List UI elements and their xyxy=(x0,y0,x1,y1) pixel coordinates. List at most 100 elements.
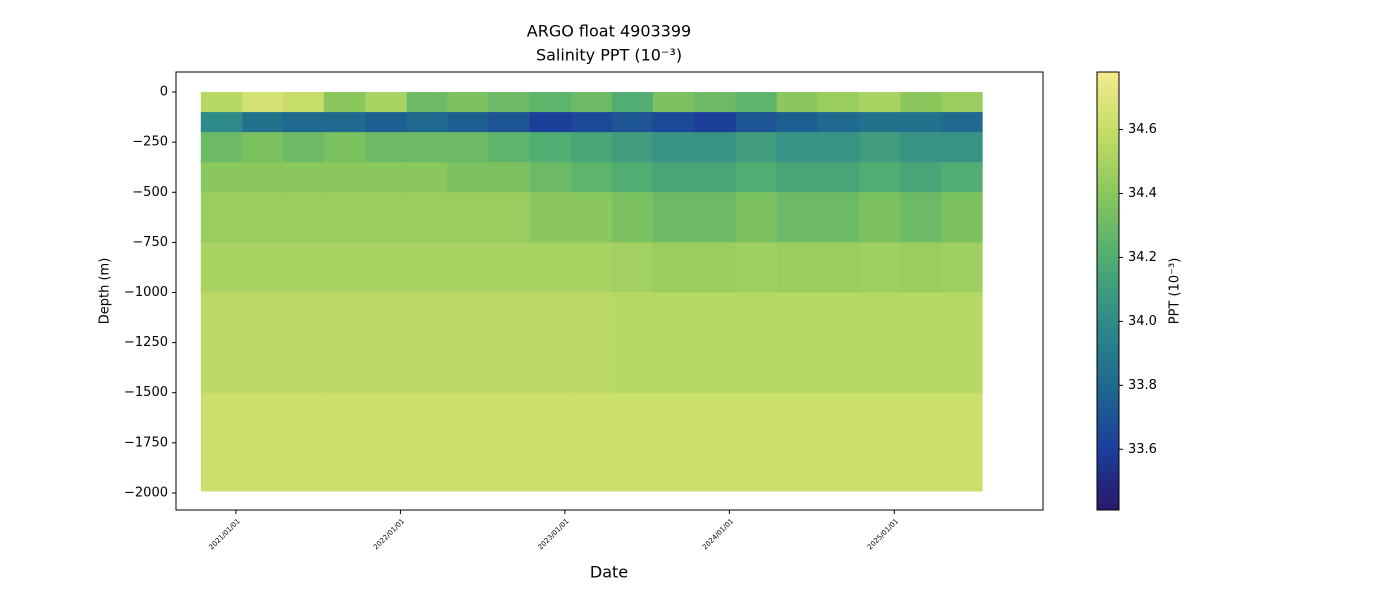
colorbar-tick-label: 33.6 xyxy=(1128,442,1157,457)
heatmap-cell xyxy=(694,92,737,113)
heatmap-cell xyxy=(776,92,819,113)
heatmap-cell xyxy=(571,112,613,133)
y-tick-label: −500 xyxy=(132,185,168,200)
heatmap-cell xyxy=(488,162,531,193)
heatmap-cell xyxy=(488,392,531,492)
heatmap-cell xyxy=(447,192,489,243)
heatmap-cell xyxy=(652,242,695,294)
heatmap-cell xyxy=(529,292,572,394)
heatmap-cell xyxy=(529,392,572,492)
heatmap-cell xyxy=(735,242,778,294)
heatmap-cell xyxy=(571,192,613,243)
heatmap-cell xyxy=(282,292,325,394)
heatmap-cell xyxy=(652,292,695,394)
heatmap-cell xyxy=(776,112,819,133)
heatmap-cell xyxy=(406,292,448,394)
heatmap-cell xyxy=(282,162,325,193)
heatmap-cell xyxy=(611,192,654,243)
heatmap-cell xyxy=(282,92,325,113)
heatmap-cell xyxy=(323,132,366,163)
heatmap-cell xyxy=(817,162,860,193)
heatmap-cell xyxy=(447,92,489,113)
heatmap-cell xyxy=(242,192,284,243)
heatmap-cell xyxy=(242,292,284,394)
heatmap-cell xyxy=(859,92,902,113)
heatmap-cell xyxy=(529,92,572,113)
colorbar-tick-label: 34.6 xyxy=(1128,122,1157,137)
x-tick-label: 2021/01/01 xyxy=(208,517,242,551)
heatmap-cell xyxy=(611,242,654,294)
y-tick-label: −2000 xyxy=(124,485,168,500)
heatmap-cell xyxy=(242,392,284,492)
heatmap-cell xyxy=(571,92,613,113)
heatmap-cell xyxy=(447,292,489,394)
heatmap-cell xyxy=(694,132,737,163)
heatmap-cell xyxy=(694,242,737,294)
heatmap-cell xyxy=(694,162,737,193)
heatmap-cell xyxy=(859,242,902,294)
heatmap-cell xyxy=(242,132,284,163)
heatmap-cell xyxy=(571,162,613,193)
heatmap-cell xyxy=(282,192,325,243)
heatmap-cell xyxy=(694,292,737,394)
x-axis-label: Date xyxy=(590,563,628,582)
heatmap-cell xyxy=(941,392,983,492)
heatmap-cell xyxy=(365,132,408,163)
heatmap-cell xyxy=(735,292,778,394)
heatmap-cell xyxy=(900,242,942,294)
heatmap-cell xyxy=(282,242,325,294)
heatmap-cell xyxy=(611,132,654,163)
heatmap-cell xyxy=(200,192,243,243)
heatmap-cell xyxy=(611,92,654,113)
heatmap-cell xyxy=(571,242,613,294)
heatmap-cell xyxy=(365,112,408,133)
y-tick-label: −1750 xyxy=(124,435,168,450)
heatmap-cell xyxy=(735,392,778,492)
heatmap-cell xyxy=(941,112,983,133)
plot-frame xyxy=(175,71,1044,511)
heatmap-cell xyxy=(776,132,819,163)
heatmap-cell xyxy=(652,192,695,243)
heatmap-cell xyxy=(652,92,695,113)
heatmap-cell xyxy=(652,132,695,163)
y-tick-label: −1250 xyxy=(124,335,168,350)
y-tick-label: −1500 xyxy=(124,385,168,400)
heatmap-cell xyxy=(900,292,942,394)
colorbar-tick-label: 34.0 xyxy=(1128,314,1157,329)
heatmap-cell xyxy=(365,292,408,394)
heatmap-cell xyxy=(282,132,325,163)
x-tick-label: 2024/01/01 xyxy=(701,517,735,551)
heatmap-cell xyxy=(323,192,366,243)
heatmap-cell xyxy=(406,242,448,294)
heatmap-cell xyxy=(900,392,942,492)
heatmap-cell xyxy=(652,112,695,133)
heatmap-cell xyxy=(529,132,572,163)
heatmap-cell xyxy=(447,132,489,163)
colorbar-tick-label: 34.2 xyxy=(1128,250,1157,265)
heatmap-cell xyxy=(406,112,448,133)
heatmap-cell xyxy=(776,242,819,294)
heatmap-cell xyxy=(529,242,572,294)
heatmap-cell xyxy=(859,162,902,193)
heatmap-cell xyxy=(776,392,819,492)
heatmap-cell xyxy=(529,162,572,193)
x-tick-label: 2025/01/01 xyxy=(866,517,900,551)
colorbar-tick-label: 34.4 xyxy=(1128,186,1157,201)
heatmap-cell xyxy=(859,112,902,133)
heatmap-cell xyxy=(735,112,778,133)
heatmap-cell xyxy=(488,192,531,243)
heatmap-cell xyxy=(652,392,695,492)
heatmap-cell xyxy=(941,192,983,243)
colorbar-label: PPT (10⁻³) xyxy=(1168,258,1183,325)
heatmap-cell xyxy=(200,292,243,394)
heatmap-cell xyxy=(776,162,819,193)
heatmap-cell xyxy=(571,392,613,492)
heatmap-cell xyxy=(406,162,448,193)
heatmap-cell xyxy=(406,132,448,163)
y-tick-label: −750 xyxy=(132,235,168,250)
heatmap-cell xyxy=(900,132,942,163)
heatmap-cell xyxy=(323,292,366,394)
heatmap-cell xyxy=(900,92,942,113)
heatmap-cell xyxy=(859,132,902,163)
heatmap-cell xyxy=(323,162,366,193)
